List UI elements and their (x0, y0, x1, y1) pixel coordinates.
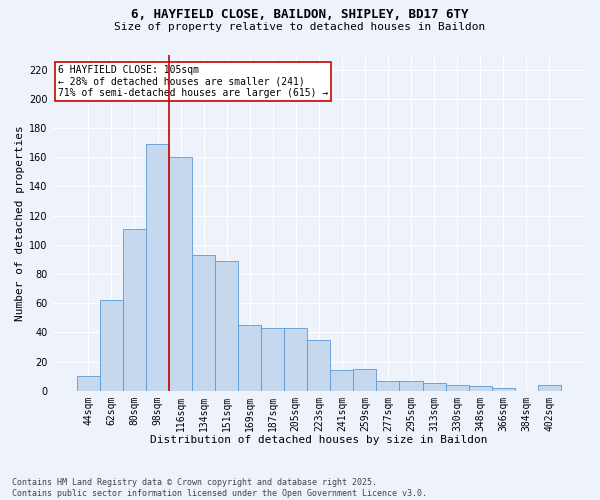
Bar (307, 340, 331, 390)
Bar (491, 388, 515, 390)
Bar (284, 328, 307, 390)
Text: 6 HAYFIELD CLOSE: 105sqm
← 28% of detached houses are smaller (241)
71% of semi-: 6 HAYFIELD CLOSE: 105sqm ← 28% of detach… (58, 65, 328, 98)
Bar (376, 380, 400, 390)
Y-axis label: Number of detached properties: Number of detached properties (15, 125, 25, 320)
Bar (261, 328, 284, 390)
Bar (538, 385, 561, 390)
Bar (238, 325, 261, 390)
Bar (353, 369, 376, 390)
Bar (77, 376, 100, 390)
Bar (100, 300, 123, 390)
Bar (169, 157, 192, 390)
Bar (123, 228, 146, 390)
Bar (400, 380, 422, 390)
Text: Size of property relative to detached houses in Baildon: Size of property relative to detached ho… (115, 22, 485, 32)
Bar (215, 261, 238, 390)
Bar (469, 386, 491, 390)
Bar (146, 144, 169, 390)
Bar (446, 385, 469, 390)
X-axis label: Distribution of detached houses by size in Baildon: Distribution of detached houses by size … (150, 435, 488, 445)
Bar (192, 255, 215, 390)
Bar (422, 384, 446, 390)
Text: 6, HAYFIELD CLOSE, BAILDON, SHIPLEY, BD17 6TY: 6, HAYFIELD CLOSE, BAILDON, SHIPLEY, BD1… (131, 8, 469, 20)
Bar (331, 370, 353, 390)
Text: Contains HM Land Registry data © Crown copyright and database right 2025.
Contai: Contains HM Land Registry data © Crown c… (12, 478, 427, 498)
